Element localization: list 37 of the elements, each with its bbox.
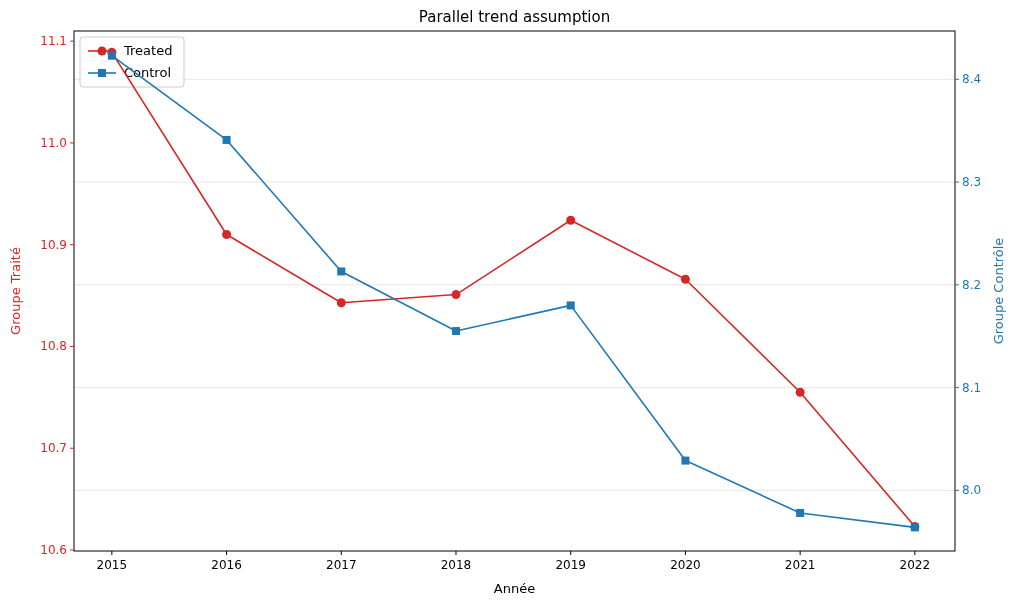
x-tick-label: 2022 (899, 558, 931, 572)
y-axis-title: Groupe Traité (8, 247, 23, 335)
x-tick-label: 2016 (211, 558, 242, 572)
y2-tick-label: 8.3 (962, 175, 982, 190)
x-tick-label: 2017 (326, 558, 357, 572)
y2-tick-label: 8.4 (962, 72, 982, 87)
point (795, 387, 805, 397)
y-tick-label: 10.8 (40, 339, 67, 354)
y-tick-label: 10.9 (40, 237, 67, 252)
point (451, 290, 461, 300)
y2-tick-label: 8.1 (962, 380, 982, 395)
x-tick-label: 2015 (96, 558, 128, 572)
y-tick-label: 11.0 (40, 135, 67, 150)
x-tick-label: 2018 (440, 558, 472, 572)
point (452, 327, 460, 336)
point (337, 267, 346, 276)
legend-label: Treated (123, 43, 173, 58)
y2-tick-label: 8.2 (962, 277, 982, 292)
y-tick-label: 10.7 (40, 441, 67, 456)
point (336, 298, 346, 308)
point (222, 135, 231, 144)
y-tick-label: 10.6 (40, 542, 67, 557)
point (566, 301, 575, 310)
x-axis-title: Année (493, 581, 536, 596)
point (566, 215, 576, 225)
point (680, 274, 690, 284)
point (681, 456, 690, 465)
chart-title: Parallel trend assumption (418, 8, 611, 26)
point (222, 230, 232, 240)
point (107, 51, 116, 60)
y-tick-label: 11.1 (40, 34, 67, 49)
x-tick-label: 2020 (670, 558, 701, 572)
x-tick-label: 2019 (555, 558, 586, 572)
point (796, 508, 805, 517)
y2-axis-title: Groupe Contrôle (991, 237, 1006, 345)
x-tick-label: 2021 (784, 558, 816, 572)
y2-tick-label: 8.0 (962, 483, 982, 498)
